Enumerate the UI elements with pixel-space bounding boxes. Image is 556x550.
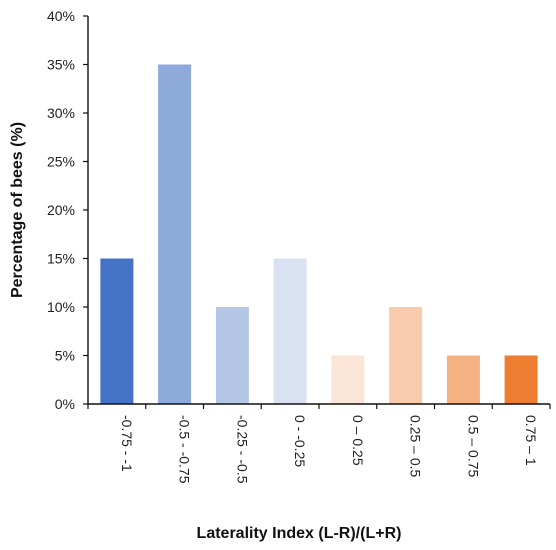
x-tick-label: 0 - -0.25	[292, 415, 308, 467]
x-axis-ticks: -0.75 - -1 -0.5 - -0.75 -0.25 - -0.5 0 - -0…	[87, 404, 551, 484]
y-axis-ticks: 0% 5% 10% 15% 20% 25% 30% 35% 40%	[47, 8, 88, 412]
y-axis-title: Percentage of bees (%)	[9, 122, 26, 298]
y-tick-label: 10%	[47, 299, 75, 315]
x-tick-label: 0.25 – 0.5	[408, 415, 424, 477]
bar-4	[273, 258, 307, 404]
bars-group	[100, 64, 538, 404]
x-tick-label: 0.5 – 0.75	[465, 415, 481, 477]
bar-3	[215, 307, 249, 404]
bar-1	[100, 258, 134, 404]
y-tick-label: 5%	[55, 348, 75, 364]
y-tick-label: 15%	[47, 251, 75, 267]
x-tick-label: -0.25 - -0.5	[234, 415, 250, 484]
bar-6	[389, 307, 423, 404]
y-tick-label: 0%	[55, 396, 75, 412]
y-tick-label: 20%	[47, 202, 75, 218]
bar-2	[158, 64, 192, 404]
x-axis-title: Laterality Index (L-R)/(L+R)	[197, 525, 402, 542]
y-tick-label: 25%	[47, 154, 75, 170]
x-tick-label: 0.75 – 1	[523, 415, 539, 466]
x-tick-label: -0.75 - -1	[119, 415, 135, 472]
y-tick-label: 40%	[47, 8, 75, 24]
x-tick-label: -0.5 - -0.75	[177, 415, 193, 484]
y-tick-label: 30%	[47, 105, 75, 121]
bar-8	[504, 355, 538, 404]
x-tick-label: 0 – 0.25	[350, 415, 366, 466]
bar-5	[331, 355, 365, 404]
y-tick-label: 35%	[47, 57, 75, 73]
bar-7	[446, 355, 480, 404]
